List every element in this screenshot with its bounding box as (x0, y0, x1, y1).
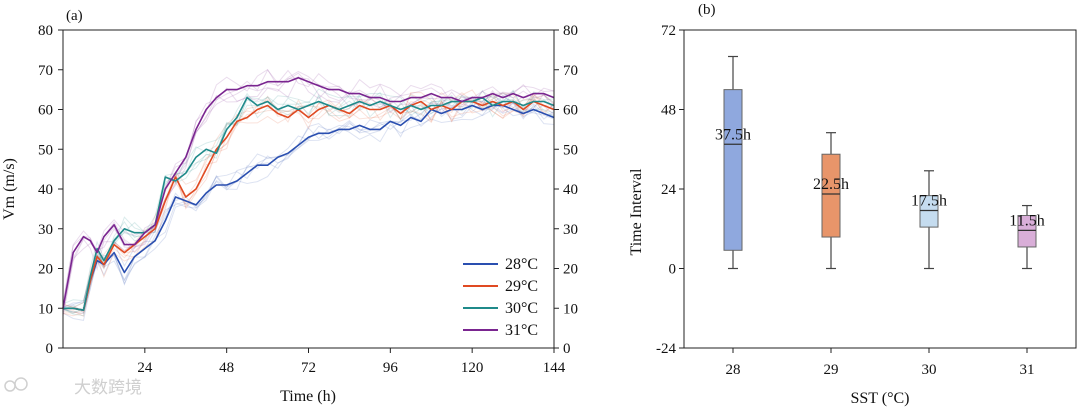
legend-a: 28°C 29°C 30°C 31°C (463, 256, 538, 339)
y-tick-label-right: 0 (563, 341, 571, 357)
y-tick-label-right: 30 (563, 222, 578, 238)
ensemble-line (62, 95, 555, 308)
legend-label: 31°C (505, 322, 538, 339)
x-tick-label: 24 (137, 360, 153, 376)
series-line (63, 96, 555, 312)
watermark-text: 大数跨境 (74, 378, 142, 397)
y-tick-label-right: 70 (563, 63, 578, 79)
median-label: 37.5h (715, 126, 751, 143)
series-lines (62, 76, 555, 312)
y-tick-label-left: 30 (38, 222, 53, 238)
box-iqr (1017, 215, 1037, 248)
ensemble-line (62, 102, 555, 321)
y-tick-label-right: 80 (563, 23, 578, 39)
box-31: 11.5h (1009, 204, 1045, 270)
ensemble-line (62, 92, 555, 312)
ensemble-line (62, 88, 555, 305)
median-label: 22.5h (813, 176, 849, 193)
ensemble-line (62, 90, 555, 308)
y-tick-label: 48 (661, 103, 676, 119)
ensemble-line (62, 95, 555, 314)
x-tick-label: 30 (922, 362, 937, 378)
y-tick-label-left: 10 (38, 301, 53, 317)
legend-label: 30°C (505, 300, 538, 317)
panel-label-b: (b) (698, 2, 716, 18)
y-axis-title-a: Vm (m/s) (1, 158, 18, 220)
axes-b: -24 0 24 48 72 28 29 30 31 (656, 23, 1035, 378)
median-label: 11.5h (1009, 212, 1044, 229)
boxes: 37.5h 22.5h 17.5h 11.5h (715, 55, 1045, 270)
y-tick-label: -24 (656, 341, 676, 357)
x-tick-label: 29 (824, 362, 839, 378)
box-28: 37.5h (715, 55, 751, 270)
y-tick-label-left: 40 (38, 182, 53, 198)
y-tick-label-right: 60 (563, 103, 578, 119)
y-tick-label-right: 20 (563, 262, 578, 278)
x-tick-label: 120 (461, 360, 484, 376)
y-tick-label: 24 (661, 182, 677, 198)
ensemble-line (62, 93, 555, 318)
y-tick-label-left: 80 (38, 23, 53, 39)
x-tick-label: 28 (726, 362, 741, 378)
y-tick-label-left: 60 (38, 103, 53, 119)
y-tick-label-left: 70 (38, 63, 53, 79)
series-line (62, 76, 555, 309)
ensemble-line (62, 101, 555, 314)
plot-frame-b (683, 29, 1077, 349)
panel-label-a: (a) (66, 8, 83, 24)
x-tick-label: 31 (1020, 362, 1035, 378)
box-iqr (723, 89, 743, 251)
y-tick-label: 72 (661, 23, 676, 39)
box-iqr (821, 153, 841, 238)
y-tick-label-right: 40 (563, 182, 578, 198)
watermark-logo-icon (4, 380, 16, 392)
watermark: 大数跨境 (4, 377, 142, 397)
ensemble-members (62, 68, 555, 321)
axes-a: 0 0 10 10 20 20 30 30 40 40 50 50 60 60 70 70 80 80 24 48 72… (38, 23, 578, 376)
ensemble-line (62, 75, 555, 317)
watermark-logo-icon-2 (14, 377, 28, 391)
x-axis-title-b: SST (°C) (850, 390, 909, 407)
y-axis-title-b: Time Interval (628, 168, 645, 256)
legend-label: 28°C (505, 256, 538, 273)
ensemble-line (62, 89, 555, 313)
panel-a: 0 0 10 10 20 20 30 30 40 40 50 50 60 60 70 70 80 80 24 48 72… (1, 8, 578, 405)
box-29: 22.5h (813, 132, 849, 270)
series-line (63, 104, 555, 312)
x-tick-label: 96 (383, 360, 399, 376)
plot-frame-a (62, 29, 555, 349)
series-line (63, 100, 555, 312)
y-tick-label-left: 0 (46, 341, 54, 357)
y-tick-label-right: 50 (563, 142, 578, 158)
y-tick-label: 0 (669, 262, 677, 278)
x-axis-title-a: Time (h) (280, 388, 336, 405)
box-iqr (919, 195, 939, 228)
x-tick-label: 72 (301, 360, 316, 376)
y-tick-label-left: 20 (38, 262, 53, 278)
legend-label: 29°C (505, 278, 538, 295)
x-tick-label: 144 (543, 360, 566, 376)
box-30: 17.5h (911, 170, 947, 270)
x-tick-label: 48 (219, 360, 234, 376)
ensemble-line (62, 100, 555, 315)
y-tick-label-left: 50 (38, 142, 53, 158)
y-tick-label-right: 10 (563, 301, 578, 317)
median-label: 17.5h (911, 193, 947, 210)
